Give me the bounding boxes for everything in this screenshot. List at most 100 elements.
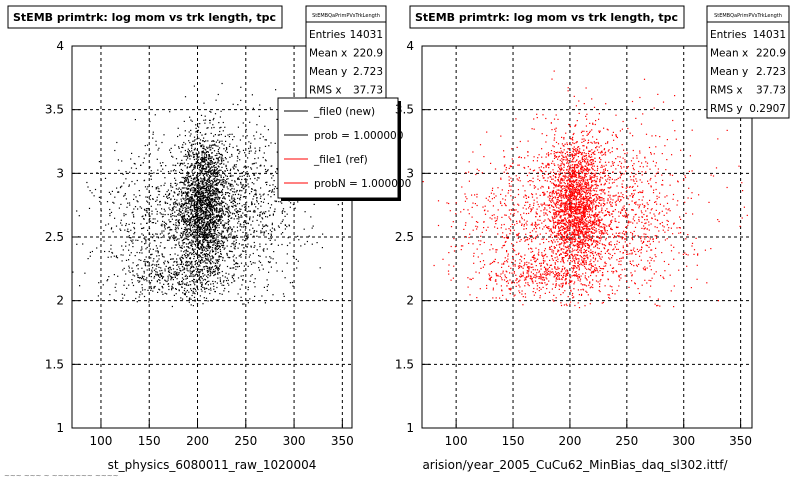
data-point <box>201 244 203 246</box>
data-point <box>225 280 228 282</box>
data-point <box>183 217 185 219</box>
data-point <box>582 166 584 168</box>
data-point <box>181 286 183 288</box>
data-point <box>193 251 195 253</box>
data-point <box>198 217 200 219</box>
data-point <box>179 208 181 210</box>
data-point <box>240 194 242 196</box>
data-point <box>235 263 237 265</box>
data-point <box>270 204 273 206</box>
data-point <box>216 243 218 245</box>
data-point <box>154 218 156 220</box>
data-point <box>218 209 220 211</box>
data-point <box>239 190 241 192</box>
data-point <box>253 241 255 244</box>
data-point <box>217 247 220 250</box>
data-point <box>165 165 167 167</box>
data-point <box>558 230 560 232</box>
data-point <box>235 205 237 207</box>
data-point <box>579 278 582 280</box>
data-point <box>196 198 198 200</box>
data-point <box>214 208 216 210</box>
data-point <box>274 200 276 202</box>
data-point <box>136 265 138 267</box>
data-point <box>227 227 229 229</box>
data-point <box>131 212 133 214</box>
data-point <box>590 196 592 199</box>
data-point <box>221 156 223 158</box>
data-point <box>585 220 587 222</box>
data-point <box>198 274 200 276</box>
data-point <box>259 173 261 175</box>
data-point <box>153 269 156 271</box>
data-point <box>216 246 218 248</box>
data-point <box>217 175 219 177</box>
data-point <box>255 162 257 164</box>
data-point <box>594 175 596 178</box>
data-point <box>558 184 560 186</box>
data-point <box>185 203 187 205</box>
data-point <box>191 164 193 166</box>
data-point <box>199 282 201 284</box>
data-point <box>193 296 196 298</box>
data-point <box>224 235 226 237</box>
data-point <box>162 213 164 215</box>
data-point <box>208 177 210 180</box>
data-point <box>199 132 201 134</box>
data-point <box>175 179 177 181</box>
data-point <box>194 167 196 169</box>
data-point <box>201 172 203 175</box>
data-point <box>193 225 195 227</box>
data-point <box>190 212 193 214</box>
data-point <box>152 233 154 235</box>
data-point <box>193 168 195 170</box>
data-point <box>187 195 189 197</box>
data-point <box>213 165 215 167</box>
data-point <box>180 211 182 213</box>
data-point <box>218 198 220 200</box>
data-point <box>204 173 206 175</box>
data-point <box>230 245 232 248</box>
data-point <box>198 261 200 263</box>
data-point <box>211 300 213 302</box>
data-point <box>552 217 554 219</box>
data-point <box>113 255 115 257</box>
data-point <box>260 201 262 203</box>
data-point <box>184 165 186 167</box>
data-point <box>112 201 114 203</box>
data-point <box>222 256 224 259</box>
data-point <box>191 273 193 275</box>
data-point <box>119 228 121 230</box>
data-point <box>206 182 208 184</box>
data-point <box>183 216 185 218</box>
data-point <box>214 222 216 224</box>
data-point <box>194 275 196 277</box>
data-point <box>199 200 201 202</box>
data-point <box>543 220 545 222</box>
data-point <box>554 197 556 199</box>
data-point <box>134 119 136 121</box>
data-point <box>316 242 318 244</box>
data-point <box>215 268 217 270</box>
data-point <box>204 288 206 290</box>
data-point <box>236 203 239 205</box>
data-point <box>212 250 215 252</box>
data-point <box>297 201 299 203</box>
data-point <box>217 93 219 96</box>
data-point <box>207 245 209 247</box>
data-point <box>232 242 234 244</box>
data-point <box>194 228 196 231</box>
data-point <box>192 214 194 216</box>
data-point <box>577 181 579 183</box>
data-point <box>219 240 221 242</box>
data-point <box>553 163 555 165</box>
data-point <box>268 145 270 147</box>
data-point <box>226 169 229 171</box>
data-point <box>221 183 224 186</box>
data-point <box>210 239 212 241</box>
data-point <box>195 281 197 283</box>
data-point <box>202 234 204 236</box>
data-point <box>139 206 141 208</box>
data-point <box>244 178 246 180</box>
